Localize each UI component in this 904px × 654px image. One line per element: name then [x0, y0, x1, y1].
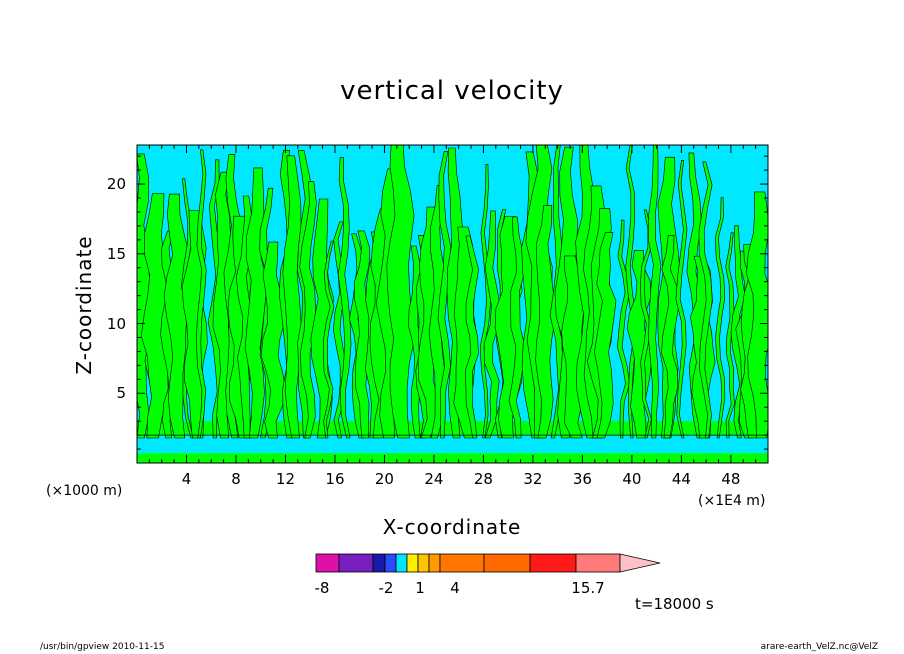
- colorbar-segment: [417, 553, 430, 573]
- updraft-plume: [323, 240, 335, 439]
- colorbar-tick-label: 15.7: [571, 579, 605, 597]
- updraft-plume: [483, 210, 501, 439]
- x-axis-label: X-coordinate: [382, 515, 522, 539]
- x-tick-label: 36: [572, 470, 592, 488]
- colorbar-tick-label: -8: [314, 579, 330, 597]
- y-tick-label: 5: [116, 384, 126, 403]
- updraft-plume: [640, 209, 652, 439]
- colorbar-segment: [483, 553, 531, 573]
- y-tick-label: 15: [106, 244, 126, 263]
- footer-left: /usr/bin/gpview 2010-11-15: [40, 642, 165, 652]
- colorbar-segment: [406, 553, 419, 573]
- footer-right: arare-earth_VelZ.nc@VelZ: [760, 642, 878, 652]
- plot-area: [137, 145, 768, 463]
- time-label: t=18000 s: [635, 595, 714, 613]
- colorbar-segment: [372, 553, 386, 573]
- updraft-plume: [625, 145, 638, 439]
- x-tick-label: 12: [275, 470, 296, 488]
- updraft-plume: [299, 181, 317, 439]
- x-tick-label: 24: [424, 470, 444, 488]
- updraft-plume: [464, 235, 479, 439]
- colorbar-segment: [428, 553, 441, 573]
- surface-band: [137, 453, 768, 463]
- colorbar-segment: [529, 553, 577, 573]
- x-tick-label: 32: [523, 470, 543, 488]
- colorbar-segment: [338, 553, 374, 573]
- updraft-plume: [437, 151, 452, 439]
- colorbar-segment: [384, 553, 397, 573]
- x-tick-label: 44: [671, 470, 691, 488]
- x-unit-right-label: (×1E4 m): [698, 493, 766, 509]
- x-tick-label: 20: [374, 470, 394, 488]
- updraft-plume: [714, 197, 726, 439]
- x-tick-label: 4: [181, 470, 192, 488]
- x-unit-left-label: (×1000 m): [46, 483, 123, 499]
- plot-frame: [136, 144, 769, 464]
- updraft-plume: [353, 230, 372, 439]
- colorbar: [315, 553, 661, 573]
- colorbar-tick-label: -2: [378, 579, 394, 597]
- updraft-plume: [428, 185, 447, 439]
- updraft-plume: [196, 149, 207, 439]
- colorbar-segment: [575, 553, 621, 573]
- colorbar-tick-label: 4: [450, 579, 460, 597]
- x-tick-label: 48: [721, 470, 741, 488]
- updraft-plume: [535, 205, 556, 439]
- updraft-plume: [725, 232, 735, 439]
- x-tick-label: 8: [231, 470, 241, 488]
- updraft-plume: [386, 145, 415, 439]
- updraft-plume: [647, 145, 662, 439]
- updraft-plume: [675, 160, 688, 439]
- colorbar-tick-label: 1: [415, 579, 425, 597]
- updraft-plume: [698, 161, 713, 439]
- x-tick-label: 28: [473, 470, 493, 488]
- colorbar-segment: [315, 553, 340, 573]
- colorbar-segment: [395, 553, 408, 573]
- updraft-plume: [594, 232, 617, 439]
- y-tick-label: 20: [106, 175, 126, 194]
- x-tick-label: 16: [325, 470, 345, 488]
- y-tick-label: 10: [106, 314, 126, 333]
- colorbar-segment: [439, 553, 485, 573]
- axis-ticks: [136, 145, 769, 463]
- updraft-plume: [479, 164, 491, 439]
- updraft-plume: [508, 216, 526, 439]
- x-tick-label: 40: [622, 470, 642, 488]
- updraft-plume: [337, 157, 352, 439]
- chart-title: vertical velocity: [340, 76, 564, 106]
- colorbar-extend-arrow: [619, 553, 661, 573]
